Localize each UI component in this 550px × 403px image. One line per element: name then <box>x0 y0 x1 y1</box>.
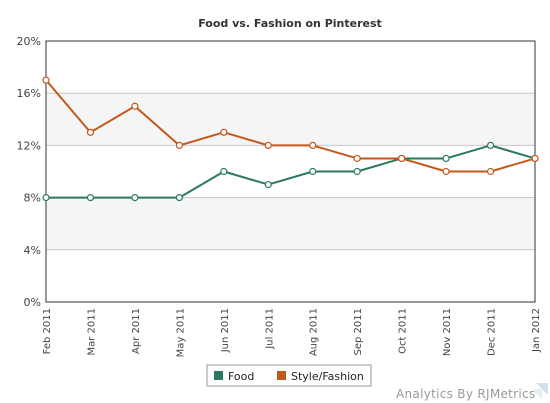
legend-swatch-style-fashion <box>277 371 286 380</box>
x-tick-label: Sep 2011 <box>353 308 364 355</box>
rjmetrics-logo-icon <box>532 383 548 399</box>
data-point <box>86 128 95 136</box>
data-point <box>42 194 50 202</box>
y-tick-label: 12% <box>17 139 41 152</box>
plot-area-border <box>45 40 536 303</box>
data-point <box>264 141 272 149</box>
data-point <box>86 194 95 202</box>
data-point <box>353 154 361 163</box>
data-point <box>442 167 450 176</box>
data-point <box>442 154 450 163</box>
data-point <box>309 141 317 149</box>
data-point <box>264 180 272 189</box>
series-line-food <box>46 144 536 199</box>
x-tick-label: Jan 2012 <box>531 308 542 353</box>
y-tick-label: 8% <box>24 192 41 205</box>
data-point <box>220 167 228 176</box>
data-point <box>531 154 539 163</box>
x-tick-label: Mar 2011 <box>86 308 97 356</box>
data-point <box>486 141 495 149</box>
x-tick-label: Dec 2011 <box>487 308 498 356</box>
y-tick-label: 0% <box>24 296 41 309</box>
y-axis-ticks: 0% 4% 8% 12% 16% 20% <box>17 35 41 309</box>
x-tick-label: Aug 2011 <box>309 308 320 356</box>
background-bands <box>46 41 535 302</box>
series-food <box>42 141 539 202</box>
x-tick-label: Nov 2011 <box>442 308 453 356</box>
data-point <box>309 167 317 176</box>
legend-box <box>206 364 372 387</box>
y-tick-label: 16% <box>17 87 41 100</box>
series-style-fashion <box>42 76 539 176</box>
data-point <box>398 154 406 163</box>
x-tick-label: Oct 2011 <box>398 308 409 354</box>
data-point <box>131 102 139 110</box>
y-tick-label: 20% <box>17 35 41 48</box>
background-band <box>46 197 535 250</box>
x-tick-label: Apr 2011 <box>131 308 142 354</box>
y-tick-label: 4% <box>24 244 41 257</box>
background-band <box>46 249 535 302</box>
credit-text: Analytics By RJMetrics <box>396 387 536 401</box>
x-axis-ticks: Feb 2011 Mar 2011 Apr 2011 May 2011 Jun 2011… <box>42 308 542 357</box>
series-group <box>42 76 539 202</box>
series-line-style-fashion <box>45 79 536 173</box>
data-point <box>131 194 139 202</box>
legend-swatch-food <box>214 371 223 380</box>
x-tick-label: Feb 2011 <box>42 308 53 354</box>
data-point <box>42 76 50 84</box>
x-tick-label: May 2011 <box>175 308 186 357</box>
data-point <box>486 167 495 176</box>
x-tick-label: Jun 2011 <box>220 308 231 353</box>
background-band <box>46 41 535 94</box>
credit: Analytics By RJMetrics <box>396 383 548 401</box>
x-tick-label: Jul 2011 <box>264 308 275 350</box>
legend: Food Style/Fashion <box>206 364 372 387</box>
legend-label-style-fashion: Style/Fashion <box>291 370 364 383</box>
data-point <box>175 194 183 202</box>
chart-title: Food vs. Fashion on Pinterest <box>198 17 382 30</box>
background-band <box>46 93 535 146</box>
data-point <box>220 128 228 136</box>
legend-label-food: Food <box>228 370 254 383</box>
data-point <box>175 141 183 149</box>
data-point <box>353 167 361 176</box>
